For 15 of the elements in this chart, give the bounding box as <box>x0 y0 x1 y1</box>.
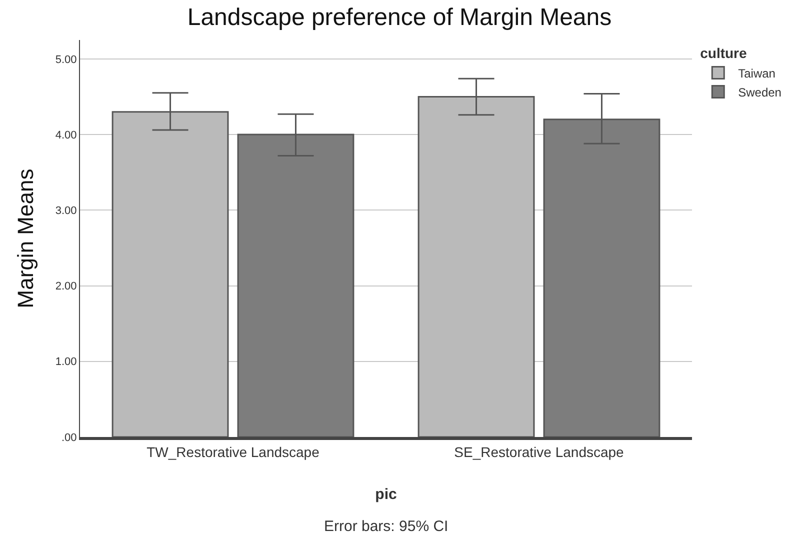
x-tick-label: SE_Restorative Landscape <box>454 444 624 460</box>
chart-title: Landscape preference of Margin Means <box>187 4 612 32</box>
y-tick-label: 2.00 <box>55 280 77 293</box>
y-tick-label: 3.00 <box>55 204 77 217</box>
legend-label: Sweden <box>738 85 782 100</box>
y-tick-label: 4.00 <box>55 129 77 142</box>
y-tick-label: 5.00 <box>55 54 77 66</box>
x-axis-title: pic <box>375 486 397 503</box>
text: Error bars: 95% CI <box>324 518 448 535</box>
legend-title: culture <box>700 45 748 62</box>
y-tick-label: 1.00 <box>55 356 77 368</box>
y-axis-title: Margin Means <box>13 168 38 308</box>
y-tick-label: .00 <box>62 432 77 444</box>
x-tick-label: TW_Restorative Landscape <box>146 444 320 460</box>
legend-label: Taiwan <box>738 66 776 80</box>
